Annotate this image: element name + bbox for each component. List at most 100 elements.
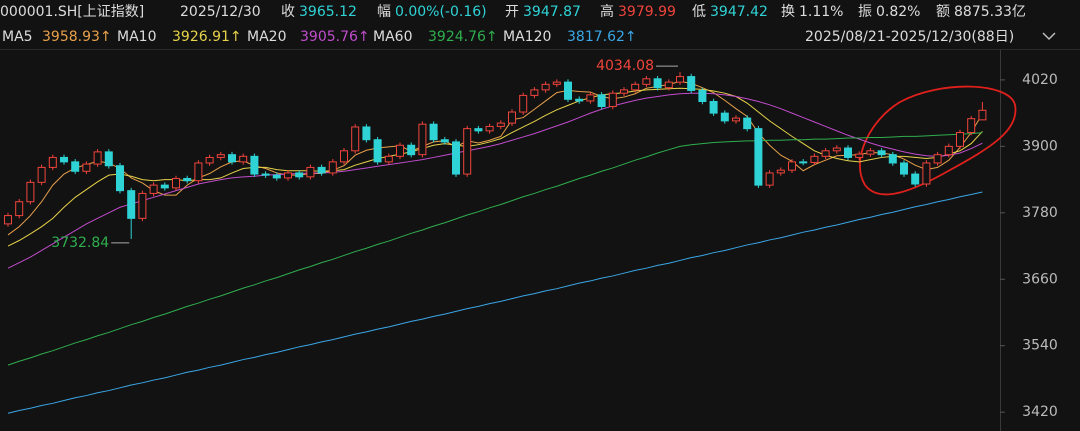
quote-label: 振	[858, 4, 872, 20]
legend-name: MA10	[117, 29, 156, 45]
candle-body	[37, 166, 46, 183]
candle-body	[676, 76, 684, 83]
candle-body	[71, 161, 80, 172]
candle-body	[317, 166, 326, 174]
candle-body	[340, 150, 348, 163]
candle-body	[541, 83, 550, 91]
candle-body	[967, 118, 976, 134]
candle-body	[832, 147, 841, 152]
legend-name: MA20	[247, 29, 286, 45]
candle-body	[328, 161, 337, 174]
y-tick-label: 4020	[1022, 72, 1058, 88]
candle-body	[844, 147, 852, 158]
candle-body	[351, 126, 360, 152]
candle-body	[586, 94, 595, 102]
quote-label: 低	[692, 4, 706, 20]
candle-body	[877, 150, 886, 156]
candle-body	[194, 162, 203, 182]
candle-body	[306, 166, 315, 178]
candle-body	[216, 154, 225, 158]
legend-value: 3958.93↑	[42, 29, 112, 45]
candle-body	[530, 89, 539, 96]
candle-body	[496, 122, 505, 127]
candle-body	[855, 153, 864, 158]
candle-body	[127, 190, 136, 219]
quote-label: 收	[281, 4, 295, 20]
range-label[interactable]: 2025/08/21-2025/12/30(88日)	[805, 29, 1014, 45]
candle-body	[362, 126, 371, 141]
candle-body	[149, 184, 158, 194]
candle-body	[743, 117, 752, 130]
candle-body	[239, 155, 248, 163]
candle-body	[60, 156, 68, 163]
ma-line	[7, 87, 983, 247]
candle-body	[597, 94, 606, 107]
quote-label: 幅	[377, 4, 391, 20]
candle-body	[485, 125, 494, 132]
high-label: 4034.08	[596, 58, 654, 74]
candle-body	[440, 139, 449, 143]
candle-body	[888, 154, 897, 164]
candle-body	[508, 111, 516, 124]
legend-value: 3926.91↑	[172, 29, 242, 45]
hand-drawn-circle	[859, 85, 1017, 196]
candle-body	[250, 155, 259, 175]
candle-body	[261, 173, 270, 176]
candle-body	[138, 192, 147, 219]
candle-body	[799, 161, 808, 164]
date: 2025/12/30	[180, 4, 261, 20]
quote-label: 开	[505, 4, 519, 20]
candle-body	[272, 174, 281, 179]
candle-body	[933, 154, 942, 164]
ma-line	[7, 81, 983, 236]
candle-body	[4, 215, 12, 225]
quote-value: 3965.12	[299, 4, 357, 20]
y-tick-label: 3540	[1022, 338, 1058, 354]
candle-body	[463, 128, 472, 175]
candle-body	[48, 156, 57, 168]
candle-body	[452, 141, 460, 175]
legend-value: 3905.76↑	[300, 29, 370, 45]
ma-line	[7, 132, 983, 366]
candle-body	[373, 139, 382, 163]
quote-value: 0.82%	[876, 4, 920, 20]
legend-value: 3817.62↑	[567, 29, 637, 45]
candle-body	[575, 98, 584, 102]
candle-body	[944, 145, 953, 156]
candle-body	[26, 181, 35, 203]
quote-value: 3979.99	[618, 4, 676, 20]
ma-line	[7, 191, 983, 414]
candle-body	[116, 165, 124, 192]
candle-body	[922, 162, 931, 185]
candle-body	[866, 150, 875, 155]
quote-value: 1.11%	[799, 4, 843, 20]
candle-body	[956, 132, 964, 147]
candle-body	[418, 123, 427, 156]
quote-value: 3947.42	[710, 4, 768, 20]
legend-name: MA5	[2, 29, 33, 45]
candle-body	[15, 201, 24, 217]
candle-body	[776, 169, 785, 174]
legend-name: MA60	[373, 29, 412, 45]
candle-body	[183, 177, 192, 182]
candle-body	[664, 81, 673, 89]
candle-body	[407, 144, 416, 156]
candle-body	[429, 123, 438, 141]
candle-body	[821, 150, 830, 157]
candle-body	[653, 78, 662, 89]
candle-body	[900, 162, 908, 175]
candle-body	[709, 101, 718, 114]
candle-body	[810, 155, 819, 163]
dropdown-icon[interactable]	[1042, 32, 1056, 41]
quote-value: 0.00%(-0.16)	[395, 4, 487, 20]
candle-body	[384, 155, 393, 163]
candle-body	[978, 109, 987, 121]
candle-body	[396, 144, 404, 157]
candle-body	[172, 177, 180, 189]
candle-body	[104, 151, 113, 167]
candle-body	[732, 117, 740, 122]
candle-body	[564, 81, 572, 100]
candle-body	[205, 156, 214, 164]
